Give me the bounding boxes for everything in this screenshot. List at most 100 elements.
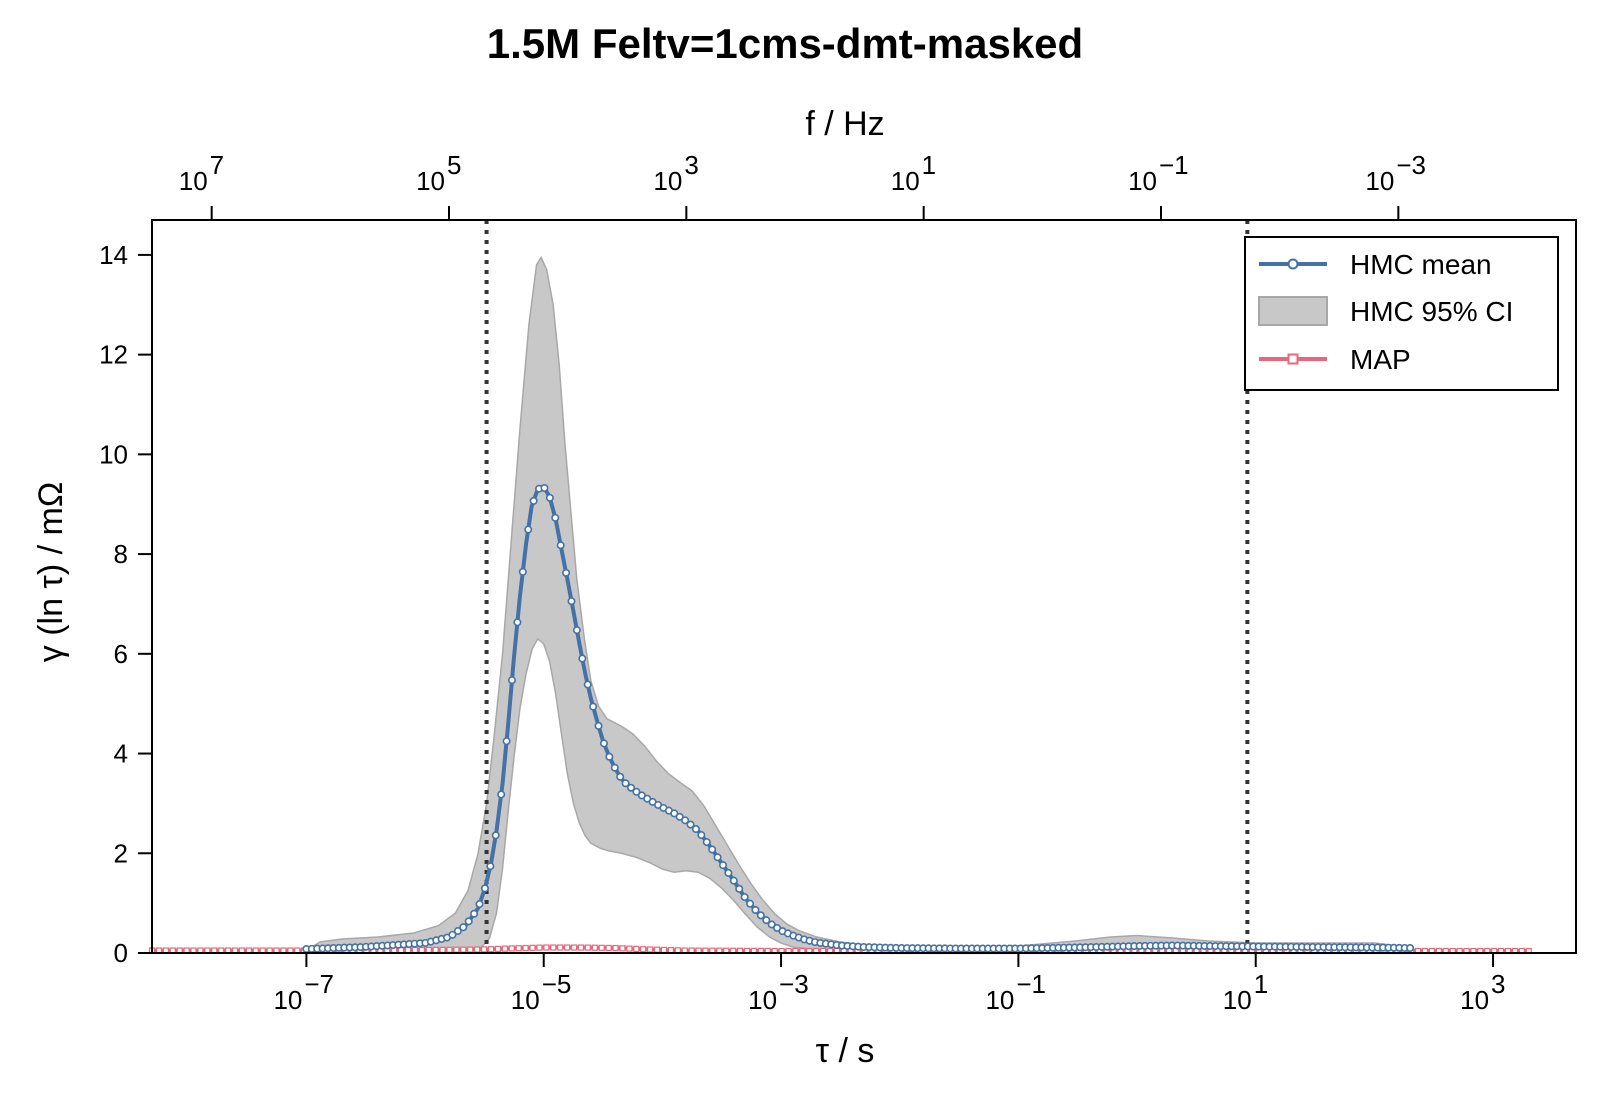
map-point [577, 944, 585, 951]
y-tick-label: 12 [99, 340, 128, 370]
hmc-mean-point [632, 787, 641, 796]
map-point [557, 944, 564, 951]
top-axis-label: f / Hz [805, 105, 884, 143]
x-tick-label: 10 [1223, 985, 1252, 1015]
hmc-mean-point [583, 680, 592, 689]
map-point [647, 946, 654, 953]
hmc-mean-point [491, 831, 500, 840]
map-point [425, 946, 432, 954]
map-point [591, 944, 598, 951]
legend-item-hmc-ci: HMC 95% CI [1258, 296, 1513, 327]
hmc-mean-point [453, 927, 462, 936]
map-point [522, 944, 529, 952]
top-tick-label: 10 [1365, 166, 1394, 196]
hmc-mean-markers [302, 484, 1415, 954]
x-tick-label: 10 [273, 985, 302, 1015]
top-tick-exponent: 3 [684, 150, 698, 180]
hmc-mean-point [767, 920, 776, 929]
hmc-mean-point [480, 884, 489, 893]
map-point [515, 945, 522, 952]
map-point [653, 946, 661, 953]
hmc-mean-point [470, 909, 479, 918]
map-point [487, 946, 495, 953]
hmc-mean-point [594, 721, 603, 730]
hmc-mean-point [681, 816, 690, 825]
map-point [564, 944, 571, 951]
hmc-mean-point [578, 654, 587, 663]
map-point [605, 944, 612, 952]
map-point [446, 946, 453, 953]
hmc-mean-point [724, 868, 733, 877]
hmc-mean-point [756, 911, 765, 920]
hmc-mean-point [502, 737, 511, 746]
x-tick-label: 10 [1460, 985, 1489, 1015]
map-point [660, 946, 668, 954]
top-tick-exponent: −1 [1159, 150, 1189, 180]
hmc-mean-point [675, 812, 684, 821]
hmc-mean-point [551, 513, 560, 522]
hmc-mean-point [507, 676, 516, 685]
map-point [633, 945, 640, 952]
x-tick-exponent: 1 [1254, 969, 1268, 999]
y-axis-label: γ (ln τ) / mΩ [32, 482, 70, 663]
x-tick-label: 10 [985, 985, 1014, 1015]
top-tick-exponent: 1 [922, 150, 936, 180]
hmc-mean-point [746, 899, 755, 908]
map-point [612, 944, 619, 952]
map-point [598, 944, 605, 951]
y-tick-label: 2 [114, 838, 128, 868]
map-point [494, 945, 502, 952]
map-point [460, 946, 467, 953]
top-tick-label: 10 [1128, 166, 1157, 196]
hmc-mean-point [513, 618, 522, 627]
hmc-mean-point [691, 825, 700, 834]
map-point [536, 944, 543, 951]
x-tick-exponent: −1 [1016, 969, 1046, 999]
hmc-mean-point [735, 884, 744, 893]
hmc-mean-point [486, 862, 495, 871]
map-point [474, 946, 481, 953]
hmc-mean-point [518, 567, 527, 576]
hmc-mean-point [670, 809, 679, 818]
top-tick-exponent: 5 [447, 150, 461, 180]
hmc-mean-point [686, 820, 695, 829]
hmc-mean-point [459, 923, 468, 932]
chart-title: 1.5M Feltv=1cms-dmt-masked [487, 20, 1083, 67]
hmc-mean-point [718, 861, 727, 870]
y-tick-label: 4 [114, 739, 128, 769]
y-tick-label: 14 [99, 240, 128, 270]
hmc-mean-point [762, 916, 771, 925]
hmc-mean-point [627, 783, 636, 792]
y-tick-label: 6 [114, 639, 128, 669]
hmc-mean-point [556, 541, 565, 550]
x-tick-label: 10 [748, 985, 777, 1015]
map-point [432, 946, 439, 954]
legend-marker-hmc-mean [1287, 258, 1299, 270]
x-tick-label: 10 [511, 985, 540, 1015]
x-axis-label: τ / s [816, 1032, 875, 1070]
hmc-mean-point [713, 853, 722, 862]
map-point [570, 944, 578, 951]
map-point [550, 944, 557, 951]
map-point [411, 946, 419, 954]
map-point [619, 945, 626, 952]
hmc-mean-point [729, 876, 738, 885]
legend-swatch-hmc-ci [1258, 296, 1328, 326]
map-point [404, 946, 412, 954]
plot-frame [151, 219, 1577, 954]
hmc-mean-point [464, 917, 473, 926]
ci-band [305, 255, 1411, 954]
hmc-mean-point [610, 763, 619, 772]
map-point [480, 946, 488, 953]
x-tick-exponent: −7 [304, 969, 334, 999]
hmc-mean-point [475, 900, 484, 909]
legend: HMC mean HMC 95% CI MAP [1244, 236, 1559, 391]
hmc-mean-point [448, 930, 457, 939]
hmc-mean-point [605, 752, 614, 761]
legend-label-hmc-ci: HMC 95% CI [1350, 296, 1513, 327]
top-tick-exponent: −3 [1396, 150, 1426, 180]
x-tick-exponent: −5 [542, 969, 572, 999]
hmc-mean-point [540, 484, 549, 493]
top-tick-label: 10 [416, 166, 445, 196]
